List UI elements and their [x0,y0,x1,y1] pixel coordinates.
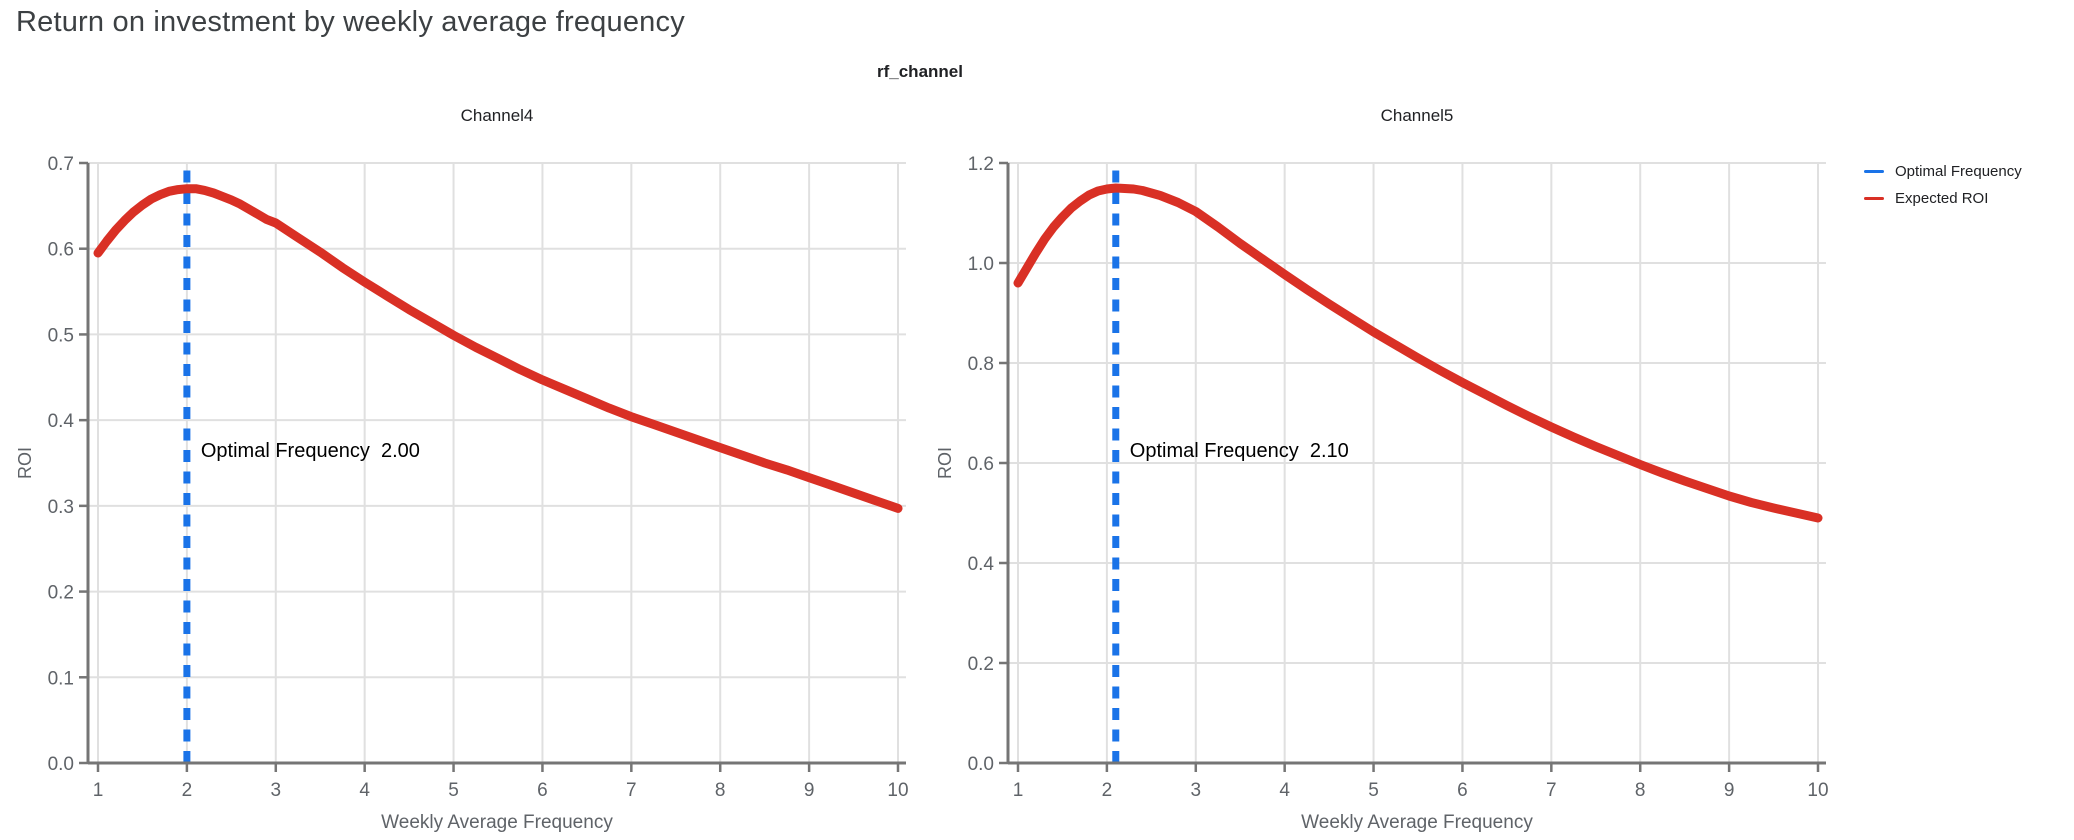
x-tick-label: 6 [537,780,548,801]
legend: Optimal Frequency Expected ROI [1864,163,2022,217]
optimal-frequency-annotation: Optimal Frequency 2.00 [201,440,420,462]
y-axis-title: ROI [935,447,955,479]
y-tick-label: 0.3 [48,497,74,518]
y-tick-label: 0.5 [48,325,74,346]
y-tick-label: 0.1 [48,668,74,689]
x-tick-label: 9 [1724,780,1735,801]
legend-label-expected-roi: Expected ROI [1895,190,1989,207]
x-axis-title: Weekly Average Frequency [1301,812,1533,833]
expected-roi-curve [1013,183,1823,523]
y-tick-label: 0.2 [968,654,994,675]
x-tick-label: 3 [1190,780,1201,801]
y-tick-label: 0.4 [48,411,75,432]
x-tick-label: 10 [1807,780,1828,801]
y-tick-label: 1.0 [968,254,994,275]
optimal-frequency-annotation: Optimal Frequency 2.10 [1130,440,1349,462]
x-tick-label: 3 [270,780,281,801]
x-tick-label: 9 [804,780,815,801]
y-tick-label: 1.2 [968,154,994,175]
x-tick-label: 5 [1368,780,1379,801]
y-tick-label: 0.2 [48,583,74,604]
x-axis-title: Weekly Average Frequency [381,812,613,833]
expected-roi-curve [93,184,903,513]
y-tick-label: 0.4 [968,554,995,575]
x-tick-label: 10 [887,780,908,801]
legend-label-optimal-frequency: Optimal Frequency [1895,163,2022,180]
x-tick-label: 1 [93,780,104,801]
x-tick-label: 6 [1457,780,1468,801]
x-tick-label: 8 [715,780,726,801]
x-tick-label: 4 [1279,780,1290,801]
x-tick-label: 2 [182,780,193,801]
channel5-chart: 0.0 0.2 0.4 0.6 0.8 1.0 1.2 1 2 3 4 5 6 7 8 9 10 Channel5… [935,106,1829,833]
chart-title: Channel5 [1381,106,1454,125]
legend-item-expected-roi: Expected ROI [1864,190,2022,207]
facet-group-title: rf_channel [877,62,963,81]
x-tick-label: 1 [1013,780,1024,801]
y-axis-title: ROI [15,447,35,479]
y-tick-label: 0.6 [48,240,74,261]
y-tick-label: 0.8 [968,354,994,375]
chart-title: Channel4 [461,106,534,125]
expected-roi-line-swatch [1864,197,1884,200]
y-tick-label: 0.0 [968,754,994,775]
x-tick-label: 4 [359,780,370,801]
x-tick-label: 2 [1102,780,1113,801]
page-title: Return on investment by weekly average f… [16,6,685,38]
legend-item-optimal-frequency: Optimal Frequency [1864,163,2022,180]
y-tick-label: 0.7 [48,154,74,175]
y-tick-label: 0.6 [968,454,994,475]
channel4-chart: 0.0 0.1 0.2 0.3 0.4 0.5 0.6 0.7 1 2 3 4 5 6 7 8 9 10 Chann… [15,106,909,833]
optimal-frequency-line-swatch [1864,170,1884,173]
y-tick-label: 0.0 [48,754,74,775]
x-tick-label: 7 [626,780,637,801]
x-tick-label: 8 [1635,780,1646,801]
x-tick-label: 5 [448,780,459,801]
x-tick-label: 7 [1546,780,1557,801]
